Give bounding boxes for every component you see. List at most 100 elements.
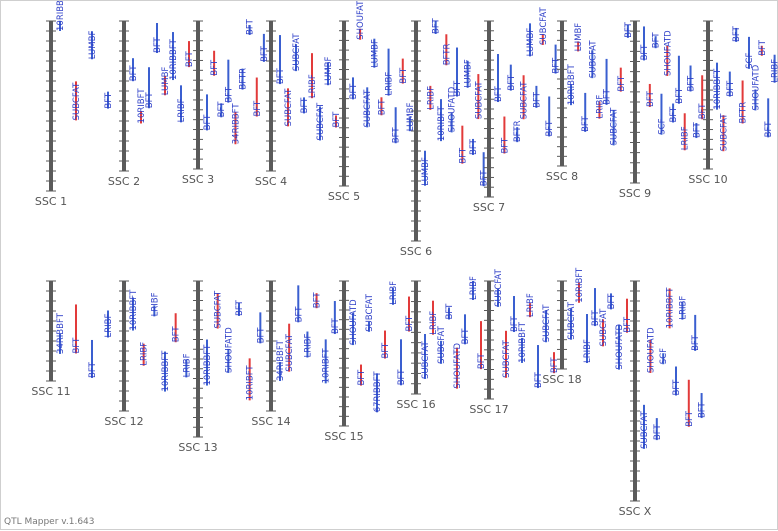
qtl-trait-label: BFT [477,353,487,370]
qtl-trait-label: SHOUFATD [663,30,673,76]
qtl-trait-label: BFT [235,299,245,316]
qtl-interval [578,282,580,303]
qtl-interval [227,348,230,373]
qtl-interval [394,107,397,144]
qtl-interval [248,24,251,35]
qtl-trait-label: 10RIBBFT [169,38,179,80]
chromosome-bar [196,21,200,169]
qtl-trait-label: BFT [469,138,479,155]
qtl-trait-label: BFT [397,369,407,386]
qtl-trait-label: SHOUFATD [615,323,625,369]
qtl-trait-label: BFT [332,111,342,128]
qtl-trait-label: LUMBF [574,23,584,52]
chromosome-group: SSC 1 10RIBBFT SUBCFAT LUMBF BFT [35,1,114,208]
qtl-interval [434,21,437,34]
chromosome-label: SSC 1 [35,195,67,208]
chromosome-bar [414,21,418,241]
qtl-trait-label: BFT [260,45,270,62]
qtl-interval [472,281,474,300]
qtl-interval [675,366,677,396]
qtl-trait-label: BFT [313,292,323,309]
chromosome-bar [414,281,418,394]
qtl-trait-label: BFT [698,401,708,418]
qtl-interval [384,330,386,359]
qtl-interval [440,340,442,364]
qtl-trait-label: BFT [591,310,601,327]
qtl-interval [612,110,615,146]
qtl-interval [735,27,738,42]
qtl-interval [75,81,77,121]
qtl-trait-label: BFT [545,120,555,137]
qtl-interval [303,97,305,114]
qtl-trait-label: BFT [224,86,234,103]
qtl-interval [59,333,61,354]
qtl-trait-label: BFT [623,316,633,333]
qtl-trait-label: BFT [377,99,387,116]
qtl-trait-label: LRIBF [308,74,318,98]
qtl-trait-label: SUBCFAT [539,6,549,44]
qtl-interval [234,112,237,145]
chromosome-bar [633,21,637,183]
qtl-interval [227,59,230,103]
qtl-interval [610,293,612,310]
chromosome-label: SSC 17 [469,403,508,416]
chromosome-label: SSC X [619,505,652,518]
qtl-interval [619,67,622,92]
chromosome-bar [633,281,637,501]
chromosome-label: SSC 10 [688,173,727,186]
qtl-interval [535,85,538,108]
qtl-interval [295,44,297,72]
qtl-interval [445,34,448,66]
qtl-interval [529,303,531,318]
chromosome-label: SSC 15 [324,430,363,443]
chromosome-group: SSC 17SUBCFATSUBCFATBFT10RIBBFTLRIBFBFTS… [469,268,560,416]
qtl-interval [148,67,150,109]
qtl-trait-label: BFT [253,100,263,117]
qtl-trait-label: SUBCFAT [542,304,552,342]
qtl-interval [605,58,608,105]
qtl-trait-label: LRIBF [150,292,160,316]
qtl-trait-label: LRIBF [526,293,536,317]
qtl-interval [75,304,77,354]
qtl-trait-label: LRIBF [385,72,395,96]
qtl-trait-label: SUBCFAT [365,293,375,331]
qtl-interval [432,300,434,335]
qtl-trait-label: BFT [652,32,662,49]
qtl-interval [174,313,177,343]
qtl-interval [497,54,499,103]
chromosome-label: SSC 4 [255,175,287,188]
qtl-trait-label: BFT [392,127,402,144]
chromosome-bar [487,281,491,399]
qtl-interval [522,75,525,120]
qtl-interval [255,77,258,117]
qtl-interval [767,98,770,138]
qtl-trait-label: SHOUFATD [349,299,359,345]
qtl-interval [188,41,190,68]
qtl-interval [618,324,620,370]
qtl-interval [722,115,725,152]
qtl-interval [648,83,651,107]
qtl-interval [649,339,652,373]
qtl-interval [213,50,216,76]
qtl-trait-label: LRIBF [182,353,192,377]
qtl-interval [366,87,369,128]
qtl-interval [760,45,763,56]
qtl-trait-label: SUBCFAT [292,33,302,71]
qtl-trait-label: SHOUFATD [751,64,761,110]
qtl-trait-label: 10RIBBFT [161,350,171,392]
qtl-trait-label: 34RIBBFT [231,103,241,145]
qtl-trait-label: BFT [172,326,182,343]
chromosome-label: SSC 3 [182,173,214,186]
chromosome-label: SSC 18 [542,373,581,386]
chromosome-bar [49,21,53,191]
qtl-trait-label: SUBCFAT [285,333,295,371]
qtl-interval [594,288,596,327]
qtl-trait-label: BFT [153,36,163,53]
qtl-trait-label: BFT [357,369,367,386]
chromosome-group: SSC 11 34RIBBFT BFT BFT LRIBF [31,280,114,398]
qtl-interval [335,115,337,128]
qtl-trait-label: BFT [500,137,510,154]
qtl-interval [480,321,482,370]
qtl-trait-label: SUBCFAT [474,81,484,119]
